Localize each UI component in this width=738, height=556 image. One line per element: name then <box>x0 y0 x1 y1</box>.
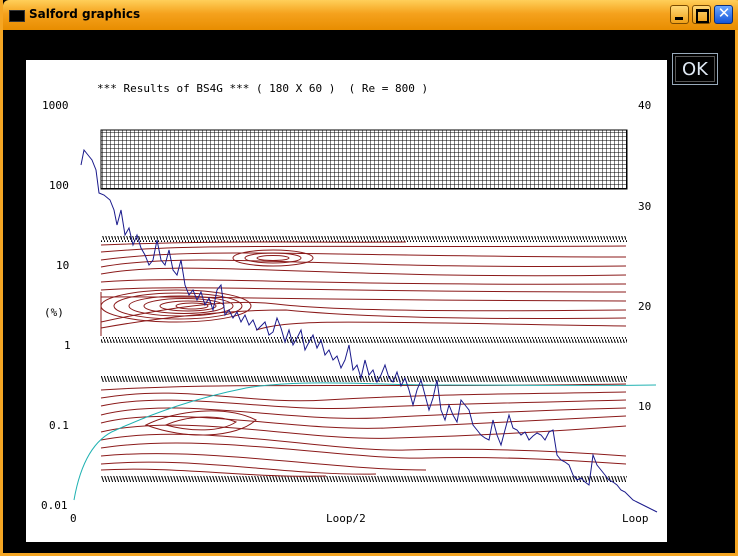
lower-streamlines <box>100 383 627 477</box>
minimize-button[interactable] <box>670 5 689 24</box>
plot-panel: *** Results of BS4G *** ( 180 X 60 ) ( R… <box>26 60 667 542</box>
right-tick-10: 10 <box>638 400 651 413</box>
window-title: Salford graphics <box>29 7 141 21</box>
x-tick-0: 0 <box>70 512 77 525</box>
maximize-button[interactable] <box>692 5 711 24</box>
y-unit-label: (%) <box>44 306 64 319</box>
lower-channel-bottom-wall <box>101 476 627 482</box>
app-icon <box>9 10 25 22</box>
y-tick-10: 10 <box>56 259 69 272</box>
x-tick-loop-half: Loop/2 <box>326 512 366 525</box>
upper-channel-top-wall <box>101 236 627 242</box>
cyan-curve <box>73 382 657 501</box>
close-button[interactable]: ✕ <box>714 4 733 24</box>
minimize-icon <box>675 17 683 20</box>
right-tick-20: 20 <box>638 300 651 313</box>
close-icon: ✕ <box>717 4 731 22</box>
upper-channel-bottom-wall <box>101 337 627 343</box>
y-tick-100: 100 <box>49 179 69 192</box>
y-tick-1: 1 <box>64 339 71 352</box>
maximize-icon <box>696 9 709 23</box>
plot-title: *** Results of BS4G *** ( 180 X 60 ) ( R… <box>97 82 428 95</box>
convergence-curve <box>80 148 658 513</box>
x-tick-loop: Loop <box>622 512 649 525</box>
title-bar[interactable]: Salford graphics ✕ <box>3 0 738 30</box>
mesh-grid <box>100 129 628 190</box>
results-plot: *** Results of BS4G *** ( 180 X 60 ) ( R… <box>41 82 658 525</box>
right-tick-40: 40 <box>638 99 651 112</box>
y-tick-0.1: 0.1 <box>49 419 69 432</box>
y-tick-1000: 1000 <box>42 99 69 112</box>
ok-button[interactable]: OK <box>672 53 718 85</box>
upper-streamlines <box>100 241 627 336</box>
right-tick-30: 30 <box>638 200 651 213</box>
y-tick-0.01: 0.01 <box>41 499 68 512</box>
lower-channel-top-wall <box>101 376 627 382</box>
